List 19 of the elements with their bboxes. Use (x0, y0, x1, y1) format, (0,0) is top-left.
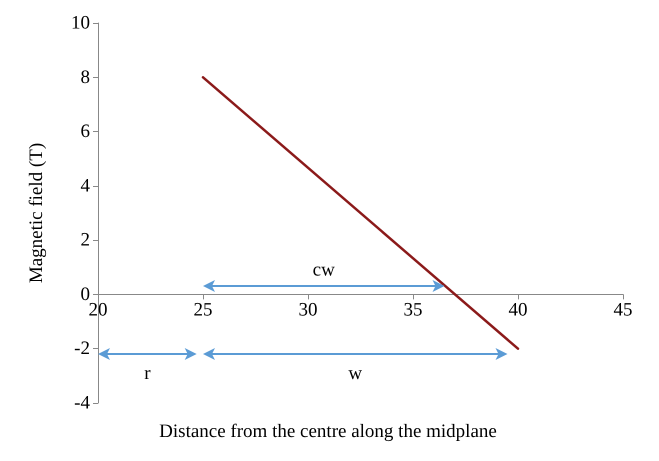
annotation: w (348, 362, 362, 384)
x-tick-label: 30 (298, 299, 318, 320)
x-tick-label: 40 (508, 299, 528, 320)
y-tick-label: 4 (80, 175, 90, 196)
y-tick-label: 6 (80, 121, 90, 142)
annotation: cw (312, 259, 336, 280)
x-tick-label: 45 (614, 299, 632, 320)
x-tick-label: 20 (88, 299, 108, 320)
annotation: r (144, 362, 152, 384)
y-tick-label: 0 (80, 284, 90, 305)
x-tick-label: 25 (194, 299, 212, 320)
y-tick-label: -4 (74, 392, 90, 414)
y-axis-title: Magnetic field (T) (26, 142, 47, 284)
y-tick-label: 10 (71, 12, 90, 34)
x-axis-title: Distance from the centre along the midplane (159, 421, 497, 442)
y-tick-label: 8 (80, 66, 90, 88)
x-tick-label: 35 (404, 299, 422, 320)
y-tick-label: -2 (74, 338, 90, 360)
y-tick-label: 2 (80, 230, 90, 251)
